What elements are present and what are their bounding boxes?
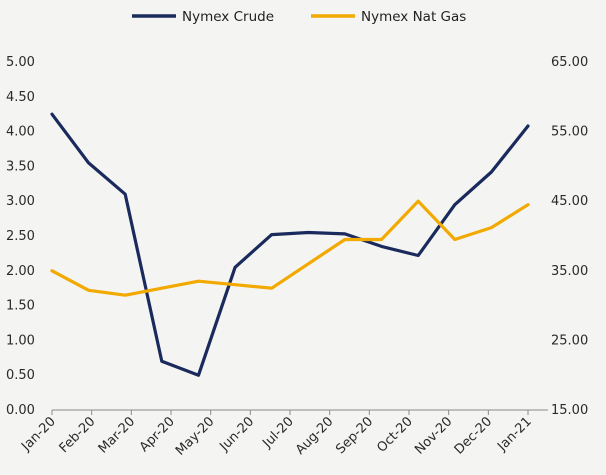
series-line-nymex-nat-gas: [50, 199, 530, 297]
left-y-tick-label: 3.00: [6, 194, 35, 209]
legend: Nymex Crude Nymex Nat Gas: [132, 9, 466, 25]
left-y-tick-label: 2.00: [6, 264, 35, 279]
x-tick-label: Jul-20: [259, 414, 296, 451]
left-y-tick-label: 5.00: [6, 55, 35, 70]
left-y-tick-label: 1.50: [6, 299, 35, 314]
left-y-axis: 0.00 0.50 1.00 1.50 2.00 2.50 3.00 3.50 4.00 4.50…: [6, 55, 35, 418]
x-tick-label: May-20: [173, 414, 217, 458]
legend-label: Nymex Nat Gas: [361, 9, 466, 25]
x-tick-label: Oct-20: [374, 414, 416, 456]
series-lines: [50, 112, 530, 377]
x-tick-label: Dec-20: [452, 414, 495, 457]
x-tick-label: Jun-20: [216, 414, 257, 455]
left-y-tick-label: 0.00: [6, 403, 35, 418]
series-line-nymex-crude: [50, 112, 530, 377]
left-y-tick-label: 2.50: [6, 229, 35, 244]
left-y-tick-label: 0.50: [6, 368, 35, 383]
left-y-tick-label: 4.50: [6, 90, 35, 105]
x-tick-label: Feb-20: [57, 414, 99, 456]
left-y-tick-label: 4.00: [6, 125, 35, 140]
x-tick-label: Jan-20: [18, 414, 59, 455]
right-y-tick-label: 25.00: [551, 333, 588, 348]
x-tick-label: Nov-20: [412, 414, 455, 457]
right-y-tick-label: 35.00: [551, 264, 588, 279]
legend-label: Nymex Crude: [182, 9, 274, 25]
right-y-tick-label: 55.00: [551, 125, 588, 140]
left-y-tick-label: 1.00: [6, 333, 35, 348]
x-tick-label: Apr-20: [137, 414, 178, 455]
right-y-tick-label: 15.00: [551, 403, 588, 418]
right-y-tick-label: 45.00: [551, 194, 588, 209]
x-tick-label: Aug-20: [293, 414, 337, 458]
x-tick-label: Sep-20: [333, 414, 376, 457]
right-y-tick-label: 65.00: [551, 55, 588, 70]
right-y-axis: 15.00 25.00 35.00 45.00 55.00 65.00: [551, 55, 588, 418]
x-tick-label: Jan-21: [494, 414, 535, 455]
left-y-tick-label: 3.50: [6, 159, 35, 174]
x-tick-label: Mar-20: [96, 414, 138, 456]
